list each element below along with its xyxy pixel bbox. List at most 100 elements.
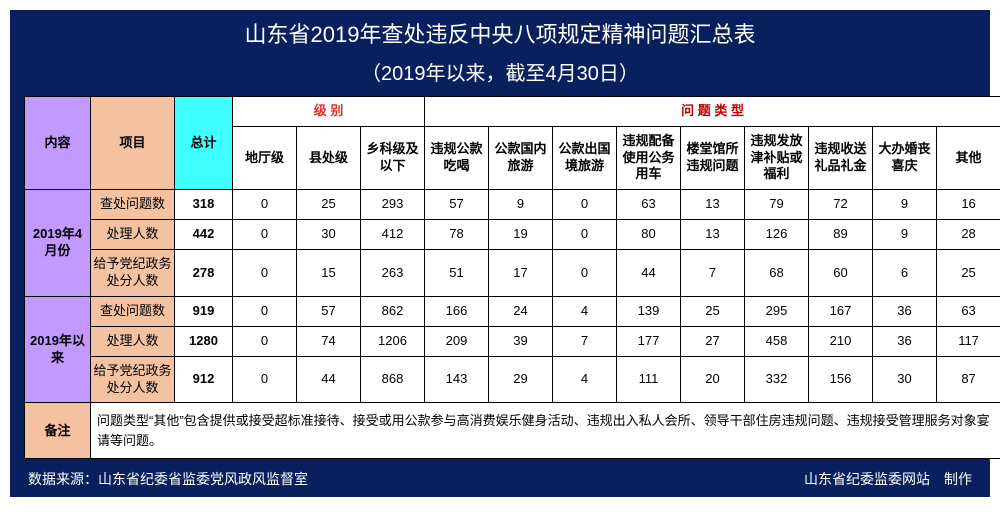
summary-table: 内容 项目 总计 级 别 问 题 类 型 地厅级县处级乡科级及以下违规公款吃喝公… xyxy=(24,96,1000,460)
data-cell: 0 xyxy=(233,250,297,297)
data-cell: 117 xyxy=(937,326,1000,356)
data-cell: 30 xyxy=(873,356,937,403)
data-cell: 25 xyxy=(681,296,745,326)
data-cell: 39 xyxy=(489,326,553,356)
hdr-type-8: 其他 xyxy=(937,126,1000,190)
data-cell: 0 xyxy=(553,250,617,297)
data-cell: 0 xyxy=(233,356,297,403)
project-label: 处理人数 xyxy=(91,326,175,356)
table-row: 给予党纪政务处分人数912044868143294111203321563087 xyxy=(25,356,1000,403)
data-cell: 177 xyxy=(617,326,681,356)
data-cell: 166 xyxy=(425,296,489,326)
data-cell: 0 xyxy=(233,190,297,220)
data-cell: 1206 xyxy=(361,326,425,356)
data-cell: 68 xyxy=(745,250,809,297)
total-cell: 442 xyxy=(175,220,233,250)
data-cell: 6 xyxy=(873,250,937,297)
data-cell: 79 xyxy=(745,190,809,220)
period-label: 2019年4月份 xyxy=(25,190,91,297)
footer: 数据来源：山东省纪委省监委党风政风监督室 山东省纪委监委网站 制作 xyxy=(24,469,976,489)
table-row: 处理人数128007412062093971772745821036117 xyxy=(25,326,1000,356)
data-cell: 209 xyxy=(425,326,489,356)
data-cell: 167 xyxy=(809,296,873,326)
data-cell: 80 xyxy=(617,220,681,250)
table-row: 给予党纪政务处分人数278015263511704476860625 xyxy=(25,250,1000,297)
hdr-level-1: 县处级 xyxy=(297,126,361,190)
hdr-type-group: 问 题 类 型 xyxy=(425,96,1000,126)
data-cell: 78 xyxy=(425,220,489,250)
data-cell: 57 xyxy=(297,296,361,326)
data-cell: 16 xyxy=(937,190,1000,220)
data-cell: 13 xyxy=(681,190,745,220)
project-label: 查处问题数 xyxy=(91,296,175,326)
hdr-level-2: 乡科级及以下 xyxy=(361,126,425,190)
data-cell: 295 xyxy=(745,296,809,326)
data-cell: 210 xyxy=(809,326,873,356)
footer-source: 数据来源：山东省纪委省监委党风政风监督室 xyxy=(28,469,308,489)
data-cell: 72 xyxy=(809,190,873,220)
hdr-type-3: 违规配备使用公务用车 xyxy=(617,126,681,190)
hdr-type-4: 楼堂馆所违规问题 xyxy=(681,126,745,190)
data-cell: 263 xyxy=(361,250,425,297)
data-cell: 332 xyxy=(745,356,809,403)
hdr-type-2: 公款出国境旅游 xyxy=(553,126,617,190)
total-cell: 912 xyxy=(175,356,233,403)
hdr-level-group: 级 别 xyxy=(233,96,425,126)
project-label: 给予党纪政务处分人数 xyxy=(91,250,175,297)
table-row: 2019年4月份查处问题数318025293579063137972916 xyxy=(25,190,1000,220)
data-cell: 44 xyxy=(297,356,361,403)
table-head: 内容 项目 总计 级 别 问 题 类 型 地厅级县处级乡科级及以下违规公款吃喝公… xyxy=(25,96,1000,190)
hdr-type-1: 公款国内旅游 xyxy=(489,126,553,190)
data-cell: 74 xyxy=(297,326,361,356)
data-cell: 7 xyxy=(553,326,617,356)
data-cell: 19 xyxy=(489,220,553,250)
data-cell: 139 xyxy=(617,296,681,326)
data-cell: 9 xyxy=(873,190,937,220)
data-cell: 24 xyxy=(489,296,553,326)
data-cell: 89 xyxy=(809,220,873,250)
data-cell: 156 xyxy=(809,356,873,403)
data-cell: 25 xyxy=(937,250,1000,297)
note-label: 备注 xyxy=(25,403,91,459)
hdr-content: 内容 xyxy=(25,96,91,190)
data-cell: 126 xyxy=(745,220,809,250)
period-label: 2019年以来 xyxy=(25,296,91,403)
data-cell: 143 xyxy=(425,356,489,403)
data-cell: 36 xyxy=(873,326,937,356)
data-cell: 20 xyxy=(681,356,745,403)
data-cell: 111 xyxy=(617,356,681,403)
data-cell: 412 xyxy=(361,220,425,250)
data-cell: 7 xyxy=(681,250,745,297)
data-cell: 27 xyxy=(681,326,745,356)
data-cell: 0 xyxy=(553,220,617,250)
data-cell: 28 xyxy=(937,220,1000,250)
data-cell: 29 xyxy=(489,356,553,403)
data-cell: 0 xyxy=(233,326,297,356)
footer-maker: 山东省纪委监委网站 制作 xyxy=(804,469,972,489)
data-cell: 458 xyxy=(745,326,809,356)
total-cell: 919 xyxy=(175,296,233,326)
data-cell: 4 xyxy=(553,356,617,403)
subtitle: （2019年以来，截至4月30日） xyxy=(24,57,976,86)
data-cell: 293 xyxy=(361,190,425,220)
data-cell: 36 xyxy=(873,296,937,326)
data-cell: 0 xyxy=(553,190,617,220)
project-label: 给予党纪政务处分人数 xyxy=(91,356,175,403)
data-cell: 4 xyxy=(553,296,617,326)
data-cell: 9 xyxy=(873,220,937,250)
data-cell: 9 xyxy=(489,190,553,220)
data-cell: 87 xyxy=(937,356,1000,403)
hdr-total: 总计 xyxy=(175,96,233,190)
table-row: 处理人数44203041278190801312689928 xyxy=(25,220,1000,250)
hdr-type-5: 违规发放津补贴或福利 xyxy=(745,126,809,190)
data-cell: 862 xyxy=(361,296,425,326)
report-frame: 山东省2019年查处违反中央八项规定精神问题汇总表 （2019年以来，截至4月3… xyxy=(10,10,990,497)
data-cell: 63 xyxy=(937,296,1000,326)
data-cell: 25 xyxy=(297,190,361,220)
title: 山东省2019年查处违反中央八项规定精神问题汇总表 xyxy=(24,20,976,51)
table-body: 2019年4月份查处问题数318025293579063137972916处理人… xyxy=(25,190,1000,459)
data-cell: 63 xyxy=(617,190,681,220)
data-cell: 0 xyxy=(233,296,297,326)
project-label: 处理人数 xyxy=(91,220,175,250)
table-row: 2019年以来查处问题数9190578621662441392529516736… xyxy=(25,296,1000,326)
